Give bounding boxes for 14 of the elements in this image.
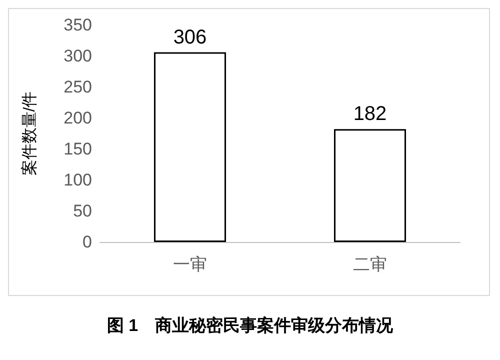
x-tick-label: 二审 bbox=[353, 255, 387, 274]
y-axis-title: 案件数量/件 bbox=[20, 91, 38, 176]
text: 图 1 商业秘密民事案件审级分布情况 bbox=[106, 315, 394, 335]
y-tick-label: 0 bbox=[82, 232, 92, 252]
y-tick-label: 350 bbox=[64, 16, 92, 34]
y-tick-label: 200 bbox=[64, 108, 92, 128]
data-label: 306 bbox=[173, 26, 207, 48]
data-label: 182 bbox=[353, 103, 387, 126]
y-tick-label: 250 bbox=[64, 78, 92, 96]
y-tick-label: 300 bbox=[64, 46, 92, 66]
y-tick-label: 150 bbox=[64, 140, 92, 158]
y-tick-label: 50 bbox=[73, 202, 92, 220]
y-tick-label: 100 bbox=[64, 170, 92, 190]
x-tick-label: 一审 bbox=[173, 255, 207, 274]
